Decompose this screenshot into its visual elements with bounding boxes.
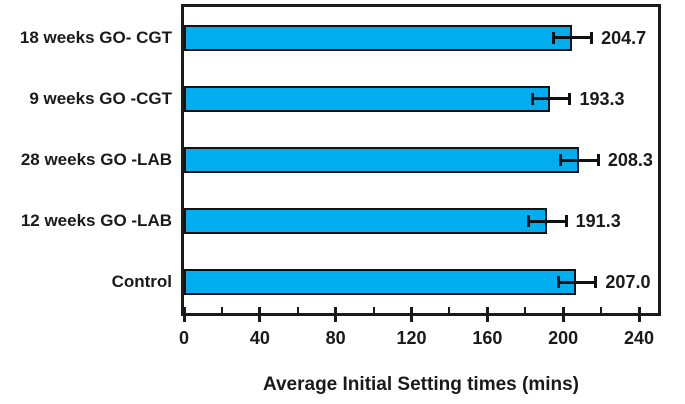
error-bar: [527, 219, 566, 223]
x-axis-major-tick: [561, 307, 565, 322]
error-bar-left-cap: [530, 92, 534, 105]
x-axis-major-tick: [637, 307, 641, 322]
x-axis-tick-label: 240: [624, 328, 655, 348]
x-axis-title: Average Initial Setting times (mins): [262, 374, 580, 395]
category-label: 18 weeks GO- CGT: [19, 27, 172, 47]
error-bar: [559, 158, 598, 162]
x-axis-major-tick: [334, 307, 338, 322]
category-label: Control: [111, 272, 172, 292]
bar: [184, 269, 577, 296]
x-axis-major-tick: [258, 307, 262, 322]
x-axis-major-tick: [410, 307, 414, 322]
x-axis-minor-tick: [296, 307, 299, 313]
value-label: 208.3: [607, 150, 653, 170]
x-axis-major-tick: [485, 307, 489, 322]
x-axis-minor-tick: [220, 307, 223, 313]
error-bar-left-cap: [526, 215, 530, 228]
error-bar-right-cap: [594, 276, 598, 289]
x-axis-minor-tick: [372, 307, 375, 313]
x-axis-minor-tick: [448, 307, 451, 313]
error-bar: [531, 97, 570, 101]
x-axis-major-tick: [182, 307, 186, 322]
x-axis-minor-tick: [524, 307, 527, 313]
value-label: 191.3: [575, 211, 621, 232]
bar: [184, 147, 579, 173]
error-bar-left-cap: [556, 276, 560, 289]
x-axis-tick-label: 80: [325, 328, 346, 348]
error-bar: [557, 280, 596, 284]
error-bar: [553, 36, 592, 40]
plot-area: 204.7 193.3 208.3 191.3 207.0: [181, 4, 661, 322]
x-axis-tick-label: 120: [396, 328, 427, 348]
bar: [184, 85, 551, 112]
category-label: 9 weeks GO -CGT: [29, 88, 172, 108]
bar: [184, 24, 573, 51]
error-bar-right-cap: [590, 31, 594, 44]
error-bar-right-cap: [564, 215, 568, 228]
error-bar-right-cap: [596, 154, 600, 166]
error-bar-left-cap: [558, 154, 562, 166]
x-axis-tick-label: 40: [249, 328, 270, 348]
category-label: 28 weeks GO -LAB: [20, 150, 172, 169]
error-bar-left-cap: [552, 31, 556, 44]
value-label: 204.7: [601, 27, 647, 48]
value-label: 193.3: [579, 88, 625, 109]
x-axis-minor-tick: [600, 307, 603, 313]
x-axis-tick-label: 0: [178, 328, 190, 348]
error-bar-right-cap: [568, 92, 572, 105]
x-axis-tick-label: 200: [548, 328, 579, 348]
category-label: 12 weeks GO -LAB: [20, 211, 172, 231]
bar: [184, 208, 547, 235]
value-label: 207.0: [605, 272, 651, 293]
x-axis-tick-label: 160: [472, 328, 503, 348]
